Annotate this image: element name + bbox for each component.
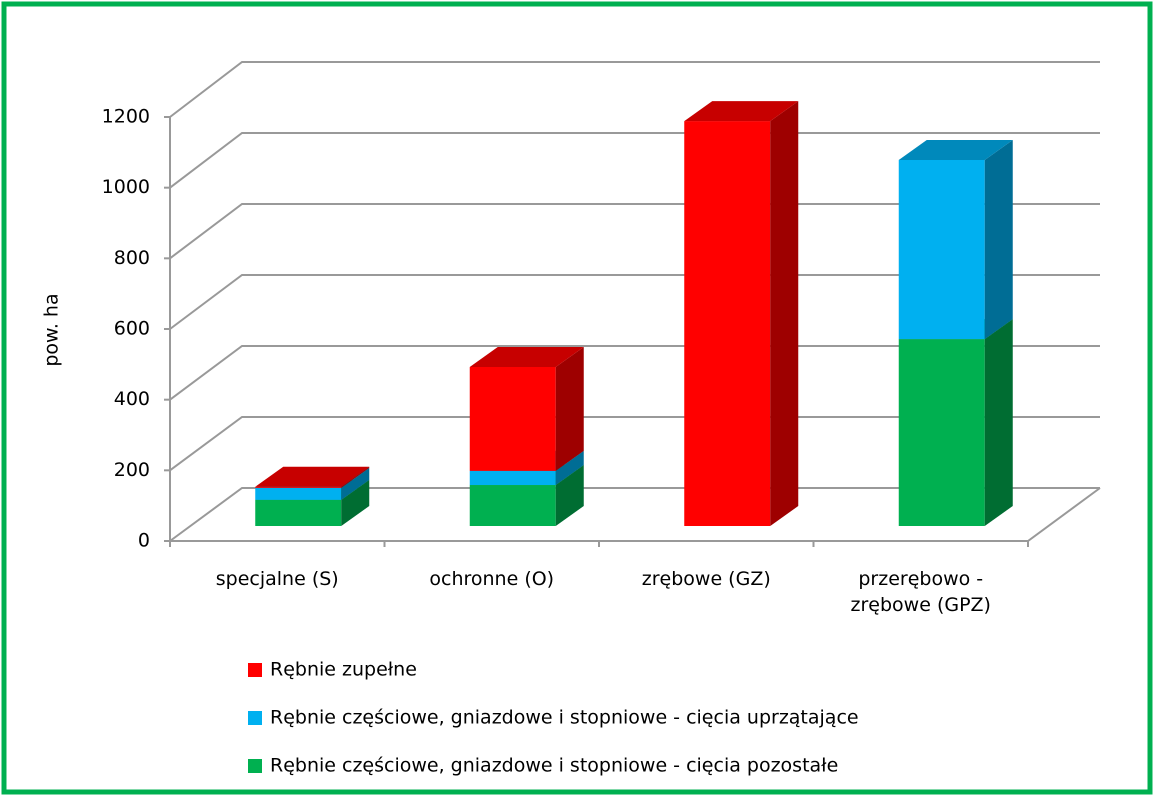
legend-swatch: [248, 759, 262, 773]
bar-side: [341, 479, 370, 526]
grid-line: [169, 61, 1100, 118]
legend-label: Rębnie częściowe, gniazdowe i stopniowe …: [270, 755, 838, 777]
bar-side: [555, 450, 584, 486]
grid-line: [169, 132, 1100, 189]
y-tick-label: 400: [114, 388, 150, 410]
bar-segment: [255, 499, 342, 526]
bar-side: [341, 467, 370, 500]
bar-top: [255, 466, 370, 487]
legend-label: Rębnie częściowe, gniazdowe i stopniowe …: [270, 707, 859, 729]
bar-segment: [898, 339, 985, 526]
bar-segment: [469, 485, 556, 526]
bar-side: [984, 139, 1013, 340]
y-tick-label: 800: [114, 247, 150, 269]
grid-line: [169, 274, 1100, 330]
bar-side: [984, 319, 1013, 526]
bar-side: [555, 347, 584, 471]
bar-side: [341, 466, 370, 488]
y-tick-label: 200: [114, 459, 150, 481]
legend-label: Rębnie zupełne: [270, 659, 417, 681]
y-tick-label: 1200: [102, 106, 150, 128]
bar-side: [555, 465, 584, 526]
bar-segment: [898, 159, 985, 340]
bar-segment: [255, 486, 342, 488]
bar-side: [770, 101, 799, 526]
grid-line: [169, 203, 1100, 260]
x-tick-label: zrębowe (GZ): [641, 568, 771, 590]
legend-swatch: [248, 711, 262, 725]
grid-line: [169, 345, 1100, 401]
x-tick-label: przerębowo - zrębowe (GPZ): [850, 568, 991, 616]
y-tick-label: 600: [114, 318, 150, 340]
x-tick-label: specjalne (S): [215, 568, 339, 590]
bar-top: [898, 139, 1013, 160]
y-tick-label: 1000: [102, 176, 150, 198]
bar-segment: [684, 121, 771, 526]
bar-top: [684, 101, 799, 122]
y-axis-label: pow. ha: [41, 293, 63, 366]
y-tick-label: 0: [138, 530, 150, 552]
grid-line: [169, 416, 1100, 472]
grid-line: [169, 487, 1100, 542]
bar-segment: [469, 470, 556, 486]
bar-top: [469, 347, 584, 367]
bar-segment: [469, 367, 556, 471]
x-tick-label: ochronne (O): [429, 568, 555, 590]
bar-segment: [255, 487, 342, 500]
legend-swatch: [248, 663, 262, 677]
